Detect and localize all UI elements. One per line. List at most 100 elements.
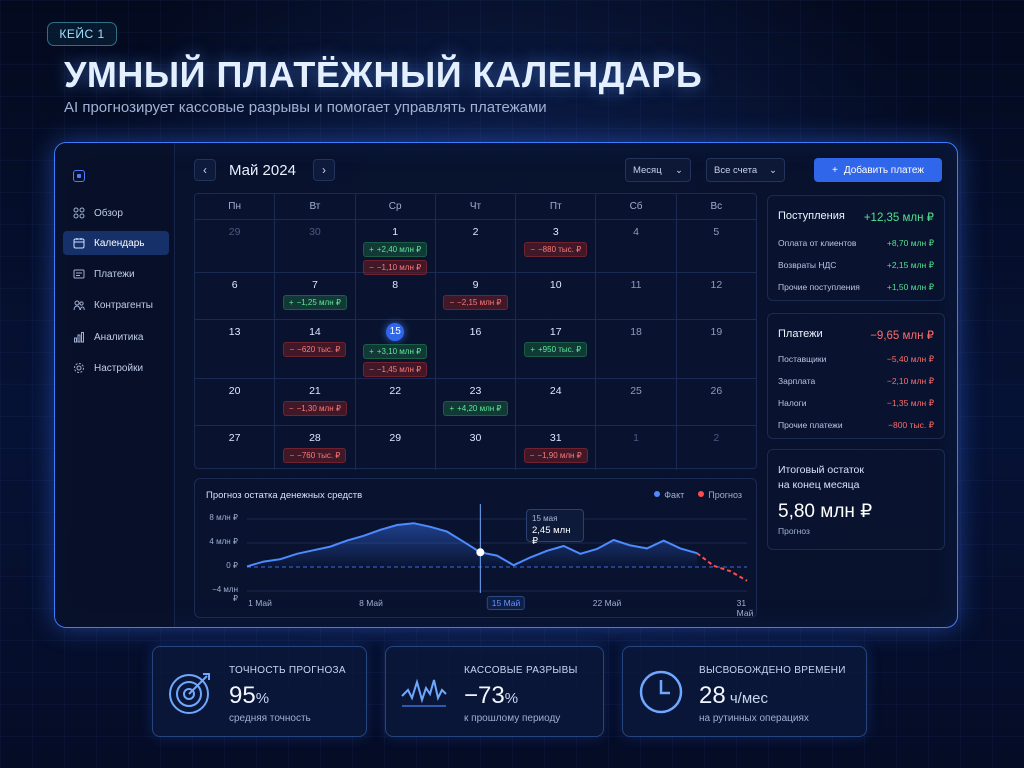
y-tick-label: 0 ₽: [226, 561, 238, 570]
calendar-day-cell[interactable]: 24: [516, 379, 597, 425]
inflow-row: Прочие поступления +1,50 млн ₽: [778, 282, 934, 293]
view-select[interactable]: Месяц ⌄: [625, 158, 691, 182]
day-number: 17: [549, 326, 562, 338]
calendar-day-cell[interactable]: 23 + +4,20 млн ₽: [436, 379, 517, 425]
account-select[interactable]: Все счета ⌄: [706, 158, 785, 182]
stat-card-time: ВЫСВОБОЖДЕНО ВРЕМЕНИ 28 ч/мес на рутинны…: [622, 646, 867, 737]
plus-icon: +: [530, 345, 535, 354]
calendar-day-cell[interactable]: 19: [677, 320, 756, 378]
calendar-day-cell[interactable]: 8: [356, 273, 436, 319]
hero-title: УМНЫЙ ПЛАТЁЖНЫЙ КАЛЕНДАРЬ: [64, 54, 703, 95]
sidebar: Обзор Календарь Платежи Контрагенты Анал…: [55, 143, 175, 627]
today-day-number: 15: [386, 323, 405, 341]
month-label: Май 2024: [229, 162, 296, 179]
payment-chip-expense[interactable]: − −1,45 млн ₽: [363, 362, 428, 377]
payment-chip-expense[interactable]: − −880 тыс. ₽: [524, 242, 588, 257]
payment-chip-expense[interactable]: − −1,10 млн ₽: [363, 260, 428, 275]
calendar-day-cell[interactable]: 18: [596, 320, 677, 378]
calendar-day-cell[interactable]: 17 + +950 тыс. ₽: [516, 320, 597, 378]
stat-number: 28: [699, 682, 726, 709]
add-payment-button[interactable]: + Добавить платеж: [814, 158, 942, 182]
day-number: 19: [710, 326, 723, 338]
sidebar-item-label: Контрагенты: [94, 299, 153, 311]
calendar-day-cell[interactable]: 31 − −1,90 млн ₽: [516, 426, 597, 470]
calendar-day-cell[interactable]: 3 − −880 тыс. ₽: [516, 220, 597, 272]
calendar-day-cell[interactable]: 27: [195, 426, 276, 470]
plus-icon: +: [831, 164, 838, 176]
stat-number: 95: [229, 682, 256, 709]
payment-chip-income[interactable]: + +950 тыс. ₽: [524, 342, 588, 357]
highlight-point[interactable]: [476, 548, 485, 557]
calendar-day-cell[interactable]: 7 + −1,25 млн ₽: [275, 273, 356, 319]
payment-chip-expense[interactable]: − −760 тыс. ₽: [283, 448, 347, 463]
calendar-day-cell[interactable]: 11: [596, 273, 677, 319]
calendar-day-cell[interactable]: 1 + +2,40 млн ₽ − −1,10 млн ₽: [356, 220, 436, 275]
sidebar-item-analytics[interactable]: Аналитика: [63, 325, 169, 349]
sidebar-item-settings[interactable]: Настройки: [63, 356, 169, 380]
calendar-day-cell[interactable]: 21 − −1,30 млн ₽: [275, 379, 356, 425]
day-number: 11: [630, 279, 642, 291]
inflow-row: Оплата от клиентов +8,70 млн ₽: [778, 238, 934, 249]
day-number: 13: [228, 326, 241, 338]
next-month-button[interactable]: ›: [313, 159, 335, 181]
sidebar-item-overview[interactable]: Обзор: [63, 201, 169, 225]
calendar-day-cell[interactable]: 2: [436, 220, 517, 272]
payments-icon: [73, 268, 85, 280]
calendar-day-cell[interactable]: 14 − −620 тыс. ₽: [275, 320, 356, 378]
calendar-day-cell[interactable]: 9 − −2,15 млн ₽: [436, 273, 517, 319]
calendar-day-cell[interactable]: 29: [195, 220, 276, 272]
x-tick-label-active[interactable]: 15 Май: [486, 596, 526, 610]
calendar-day-cell[interactable]: 30: [436, 426, 517, 470]
sidebar-item-calendar[interactable]: Календарь: [63, 231, 169, 255]
outflows-panel: Платежи −9,65 млн ₽ Поставщики −5,40 млн …: [767, 313, 945, 439]
calendar-day-cell[interactable]: 6: [195, 273, 276, 319]
day-number: 8: [392, 279, 399, 291]
payment-chip-income[interactable]: + +4,20 млн ₽: [443, 401, 508, 416]
outflow-label: Поставщики: [778, 354, 827, 364]
calendar-day-cell[interactable]: 13: [195, 320, 276, 378]
stat-label: КАССОВЫЕ РАЗРЫВЫ: [464, 665, 578, 676]
calendar-day-cell[interactable]: 30: [275, 220, 356, 272]
day-number: 26: [710, 385, 723, 397]
calendar-day-cell[interactable]: 26: [677, 379, 756, 425]
calendar-day-cell[interactable]: 4: [596, 220, 677, 272]
payment-chip-income[interactable]: + +2,40 млн ₽: [363, 242, 428, 257]
outflow-value: −2,10 млн ₽: [886, 376, 934, 386]
calendar-day-cell[interactable]: 10: [516, 273, 597, 319]
outflow-label: Налоги: [778, 398, 807, 408]
minus-icon: −: [369, 263, 374, 272]
payment-amount: +3,10 млн ₽: [376, 347, 422, 356]
app-window: Обзор Календарь Платежи Контрагенты Анал…: [54, 142, 958, 628]
payment-chip-expense[interactable]: − −620 тыс. ₽: [283, 342, 347, 357]
calendar-day-cell[interactable]: 29: [356, 426, 436, 470]
payment-chip-expense[interactable]: − −2,15 млн ₽: [443, 295, 508, 310]
prev-month-button[interactable]: ‹: [194, 159, 216, 181]
payment-chip-expense[interactable]: − −1,90 млн ₽: [523, 448, 588, 463]
payment-chip-expense[interactable]: − −1,30 млн ₽: [282, 401, 347, 416]
calendar-day-cell[interactable]: 15 + +3,10 млн ₽ − −1,45 млн ₽: [356, 320, 436, 378]
calendar-day-cell[interactable]: 28 − −760 тыс. ₽: [275, 426, 356, 470]
calendar-day-cell[interactable]: 25: [596, 379, 677, 425]
calendar-day-cell[interactable]: 22: [356, 379, 436, 425]
legend-dot: [698, 491, 705, 497]
calendar-day-cell[interactable]: 2: [677, 426, 756, 470]
day-number: 9: [472, 279, 479, 291]
calendar-day-cell[interactable]: 1: [596, 426, 677, 470]
payment-amount: −1,90 млн ₽: [537, 451, 582, 460]
sidebar-item-payments[interactable]: Платежи: [63, 262, 169, 286]
calendar-day-cell[interactable]: 5: [677, 220, 756, 272]
target-icon: [167, 668, 215, 716]
calendar-day-cell[interactable]: 20: [195, 379, 276, 425]
sidebar-item-label: Аналитика: [94, 331, 144, 343]
y-tick-label: 8 млн ₽: [209, 513, 238, 522]
outflow-value: −5,40 млн ₽: [886, 354, 934, 364]
stat-note: на рутинных операциях: [699, 713, 809, 724]
calendar-day-cell[interactable]: 16: [436, 320, 517, 378]
calendar-day-cell[interactable]: 12: [677, 273, 756, 319]
payment-chip-income[interactable]: + −1,25 млн ₽: [282, 295, 347, 310]
payment-chip-income[interactable]: + +3,10 млн ₽: [363, 344, 428, 359]
inflows-panel: Поступления +12,35 млн ₽ Оплата от клиен…: [767, 195, 945, 301]
outflows-title: Платежи: [778, 328, 823, 340]
sidebar-item-contractors[interactable]: Контрагенты: [63, 293, 169, 317]
payment-amount: −760 тыс. ₽: [297, 451, 341, 460]
